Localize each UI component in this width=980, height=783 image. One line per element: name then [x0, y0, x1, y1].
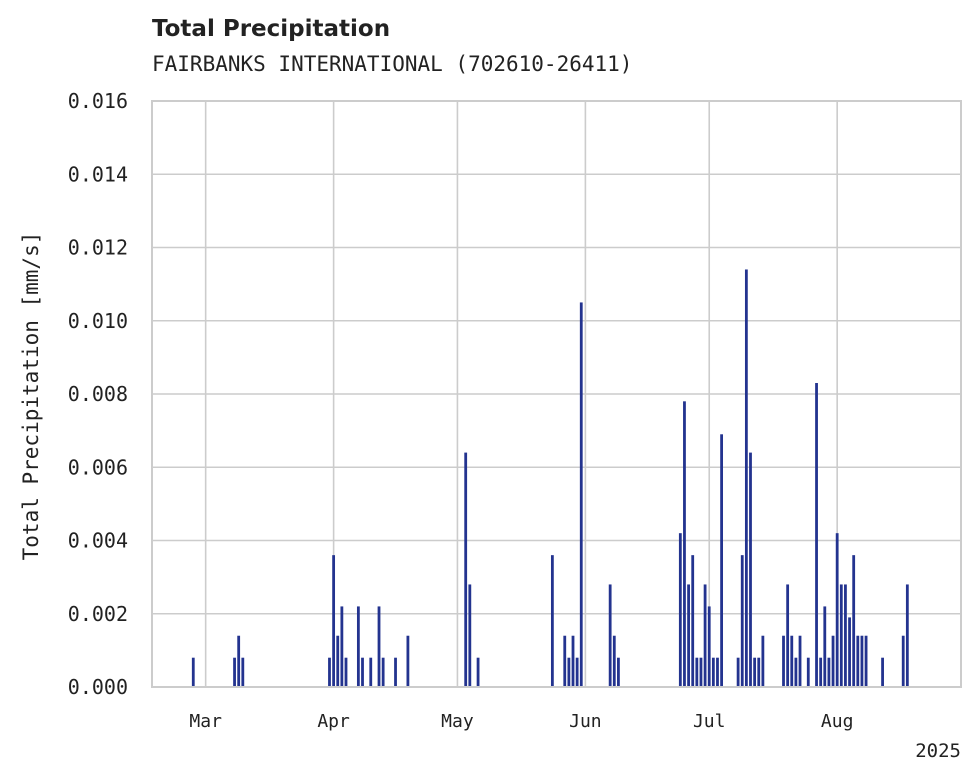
precipitation-bar	[695, 657, 699, 687]
precipitation-bar	[761, 635, 765, 687]
precipitation-bar	[835, 533, 839, 687]
precipitation-bar	[815, 383, 818, 687]
precipitation-bar	[786, 584, 790, 687]
precipitation-bar	[744, 269, 748, 687]
chart-subtitle: FAIRBANKS INTERNATIONAL (702610-26411)	[152, 52, 633, 76]
precipitation-bar	[806, 657, 810, 687]
precipitation-bar	[476, 657, 480, 687]
plot-frame	[151, 100, 962, 688]
x-tick-label-aug: Aug	[821, 711, 854, 732]
precipitation-bar	[468, 584, 472, 687]
precipitation-bar	[464, 452, 468, 687]
precipitation-bar	[905, 584, 909, 687]
precipitation-bar	[831, 635, 835, 687]
y-tick-label: 0.016	[68, 89, 128, 113]
precipitation-bar	[856, 635, 860, 687]
precipitation-bar	[612, 635, 616, 687]
precipitation-bar	[749, 452, 752, 687]
precipitation-bar	[860, 635, 864, 687]
precipitation-bar	[678, 533, 682, 687]
x-tick-label-may: May	[441, 711, 474, 732]
y-tick-label: 0.002	[68, 602, 128, 626]
precipitation-bar	[827, 657, 831, 687]
precipitation-bar	[790, 635, 794, 687]
y-tick-label: 0.012	[68, 236, 128, 260]
x-year-label: 2025	[915, 740, 961, 762]
precipitation-bar	[823, 606, 827, 687]
precipitation-bar	[839, 584, 843, 687]
precipitation-bar	[687, 584, 690, 687]
precipitation-bar	[328, 657, 331, 687]
precipitation-bar	[406, 635, 410, 687]
precipitation-bar	[369, 657, 373, 687]
precipitation-bar	[798, 635, 802, 687]
precipitation-bar	[550, 555, 554, 687]
y-tick-label: 0.010	[68, 309, 128, 333]
precipitation-bar	[579, 302, 583, 687]
precipitation-bar	[864, 635, 868, 687]
y-tick-label: 0.014	[68, 162, 128, 186]
precipitation-bar	[241, 657, 245, 687]
precipitation-bar	[753, 657, 757, 687]
precipitation-bar	[691, 555, 695, 687]
precipitation-bar	[819, 657, 823, 687]
x-tick-label-mar: Mar	[189, 711, 222, 732]
precipitation-bar	[361, 657, 364, 687]
precipitation-bar	[567, 657, 571, 687]
precipitation-bar	[794, 657, 798, 687]
precipitation-bar	[707, 606, 711, 687]
y-tick-label: 0.008	[68, 382, 128, 406]
precipitation-bar	[237, 635, 241, 687]
precipitation-bar	[344, 657, 348, 687]
x-tick-label-jun: Jun	[569, 711, 602, 732]
y-tick-label: 0.000	[68, 675, 128, 699]
precipitation-bar	[716, 657, 719, 687]
precipitation-bar	[394, 657, 397, 687]
x-tick-label-apr: Apr	[317, 711, 350, 732]
precipitation-bar	[736, 657, 740, 687]
precipitation-bar	[703, 584, 707, 687]
precipitation-bar	[782, 635, 785, 687]
precipitation-bar	[711, 657, 715, 687]
precipitation-bar	[340, 606, 344, 687]
precipitation-bar	[377, 606, 381, 687]
x-tick-label-jul: Jul	[693, 711, 726, 732]
precipitation-bar	[233, 657, 236, 687]
chart-title: Total Precipitation	[152, 16, 391, 42]
precipitation-bar	[844, 584, 847, 687]
precipitation-bar	[757, 657, 761, 687]
y-axis-label: Total Precipitation [mm/s]	[19, 232, 43, 561]
precipitation-bar	[571, 635, 575, 687]
precipitation-bar	[852, 555, 856, 687]
precipitation-bar	[575, 657, 579, 687]
precipitation-bar	[617, 657, 620, 687]
y-tick-label: 0.004	[68, 529, 128, 553]
precipitation-bar	[356, 606, 360, 687]
precipitation-bar	[336, 635, 340, 687]
precipitation-bar	[563, 635, 567, 687]
precipitation-bar	[740, 555, 744, 687]
precipitation-bar	[901, 635, 905, 687]
precipitation-bar	[720, 434, 724, 687]
precipitation-bar	[683, 401, 686, 687]
y-tick-label: 0.006	[68, 455, 128, 479]
precipitation-bar	[381, 657, 385, 687]
precipitation-bar	[881, 657, 884, 687]
precipitation-bar	[191, 657, 195, 687]
precipitation-bar	[699, 657, 703, 687]
precipitation-bar	[332, 555, 336, 687]
precipitation-bar	[608, 584, 612, 687]
precipitation-bar	[848, 617, 851, 687]
